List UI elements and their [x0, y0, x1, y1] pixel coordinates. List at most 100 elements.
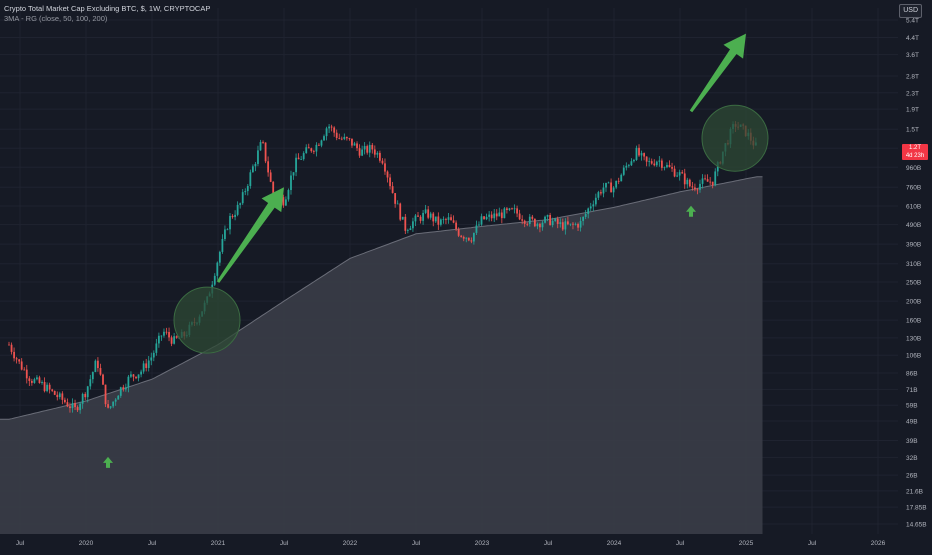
- candle-body: [267, 161, 270, 173]
- last-price-value: 1.2T: [908, 145, 921, 151]
- candle-body: [345, 136, 348, 139]
- candle-body: [145, 363, 148, 368]
- candle-body: [51, 389, 54, 391]
- candle-body: [506, 208, 508, 210]
- candle-body: [71, 403, 74, 409]
- candle-body: [137, 374, 140, 379]
- candle-body: [513, 208, 516, 210]
- x-tick-label: 2024: [607, 540, 622, 547]
- candle-body: [655, 161, 658, 166]
- candle-body: [290, 175, 292, 191]
- candle-body: [483, 216, 485, 220]
- candle-body: [409, 228, 412, 230]
- candle-body: [257, 150, 259, 164]
- candle-body: [549, 215, 552, 226]
- candle-body: [648, 161, 651, 162]
- candle-body: [582, 216, 585, 221]
- candle-body: [635, 147, 638, 160]
- candle-body: [221, 239, 224, 252]
- candle-body: [386, 171, 389, 178]
- candle-body: [518, 213, 521, 220]
- candle-body: [135, 376, 137, 379]
- trend-arrow-shape: [216, 187, 285, 283]
- y-axis[interactable]: 5.4T 4.4T 3.6T 2.8T 2.3T 1.9T 1.5T 1.2T 960B 760B…: [906, 18, 927, 529]
- legend-title: Crypto Total Market Cap Excluding BTC, $…: [4, 4, 211, 13]
- candle-body: [147, 360, 150, 368]
- y-tick-label: 4.4T: [906, 35, 919, 42]
- candle-body: [259, 142, 262, 151]
- candle-body: [58, 393, 61, 398]
- candle-body: [396, 203, 399, 205]
- candle-body: [307, 147, 310, 149]
- candle-body: [81, 393, 84, 404]
- last-price-countdown: 4d 23h: [905, 153, 925, 159]
- candle-body: [218, 251, 221, 263]
- y-tick-label: 86B: [906, 371, 918, 378]
- candle-body: [269, 172, 272, 182]
- y-tick-label: 14.65B: [906, 522, 927, 529]
- candle-body: [490, 214, 493, 219]
- candle-body: [287, 190, 290, 200]
- y-tick-label: 250B: [906, 280, 921, 287]
- candle-body: [485, 216, 488, 220]
- candle-body: [224, 229, 226, 240]
- candle-body: [612, 187, 615, 193]
- candle-body: [597, 192, 600, 198]
- candle-body: [536, 223, 539, 227]
- candle-body: [432, 213, 435, 222]
- candle-body: [498, 212, 501, 217]
- candle-body: [399, 203, 402, 220]
- up-arrow-icon: [103, 456, 113, 468]
- candle-body: [312, 151, 315, 152]
- candle-body: [302, 153, 305, 160]
- candle-body: [152, 352, 155, 358]
- trend-arrow-shape: [689, 33, 746, 113]
- candle-body: [521, 219, 524, 221]
- candle-body: [130, 374, 132, 377]
- candle-body: [292, 172, 295, 176]
- candle-body: [673, 168, 676, 177]
- candle-body: [132, 374, 135, 377]
- ma-fill: [0, 176, 763, 534]
- candle-body: [15, 358, 18, 360]
- candle-body: [315, 144, 318, 152]
- candle-body: [531, 216, 534, 219]
- candle-body: [638, 147, 640, 156]
- candle-body: [363, 146, 366, 150]
- candle-body: [480, 216, 483, 225]
- candle-body: [671, 167, 673, 169]
- candle-body: [104, 384, 107, 405]
- candle-body: [437, 216, 440, 225]
- currency-button[interactable]: USD: [899, 4, 922, 18]
- x-axis[interactable]: Jul 2020 Jul 2021 Jul 2022 Jul 2023 Jul 2024 Jul 20…: [16, 540, 886, 547]
- candle-body: [389, 177, 391, 187]
- candle-body: [323, 136, 325, 141]
- candle-body: [556, 218, 559, 224]
- candle-body: [69, 406, 71, 409]
- candle-body: [61, 393, 64, 400]
- y-tick-label: 5.4T: [906, 18, 919, 25]
- candle-body: [472, 232, 475, 242]
- candle-body: [107, 404, 109, 408]
- candle-body: [439, 219, 442, 225]
- candle-body: [234, 214, 236, 218]
- candle-body: [28, 378, 31, 381]
- candle-body: [404, 216, 407, 231]
- candle-body: [706, 179, 709, 182]
- x-tick-label: 2026: [871, 540, 886, 547]
- candle-body: [216, 262, 219, 276]
- candle-body: [617, 180, 620, 182]
- candle-body: [427, 209, 430, 218]
- candle-body: [231, 215, 234, 218]
- candle-body: [251, 166, 254, 173]
- candle-body: [564, 221, 567, 230]
- highlight-circle: [173, 286, 241, 354]
- candle-body: [658, 160, 661, 162]
- candle-body: [56, 394, 59, 398]
- candle-body: [25, 369, 28, 379]
- candle-body: [587, 208, 590, 214]
- candle-body: [163, 331, 165, 336]
- y-tick-label: 32B: [906, 455, 918, 462]
